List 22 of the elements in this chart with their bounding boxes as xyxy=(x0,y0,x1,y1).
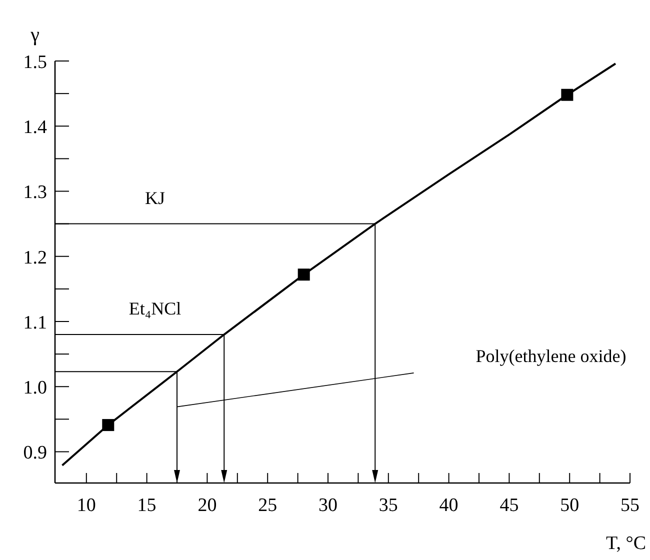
x-tick-label: 25 xyxy=(258,495,278,516)
x-tick-label: 40 xyxy=(439,495,458,516)
y-axis-title: γ xyxy=(30,24,40,46)
y-tick-label: 1.0 xyxy=(23,378,47,399)
y-tick-label: 0.9 xyxy=(23,442,47,464)
x-axis-title: T, °C xyxy=(606,533,646,554)
y-tick-label: 1.2 xyxy=(23,247,47,268)
y-tick-label: 1.3 xyxy=(23,182,47,204)
x-tick-label: 50 xyxy=(560,495,580,516)
ref-line-label: Et₄NCl xyxy=(128,298,182,319)
x-tick-label: 20 xyxy=(198,495,217,516)
ref-line-label: KJ xyxy=(144,188,166,208)
x-tick-label: 45 xyxy=(500,495,519,516)
x-tick-label: 15 xyxy=(137,495,156,516)
y-tick-label: 1.5 xyxy=(23,52,47,73)
y-tick-label: 1.1 xyxy=(23,312,47,334)
x-tick-label: 10 xyxy=(76,495,96,516)
annotation: Poly(ethylene oxide) xyxy=(476,346,626,366)
x-tick-label: 55 xyxy=(620,495,640,516)
x-tick-label: 35 xyxy=(378,495,398,516)
x-tick-label: 30 xyxy=(318,495,338,516)
y-tick-label: 1.4 xyxy=(23,117,48,138)
